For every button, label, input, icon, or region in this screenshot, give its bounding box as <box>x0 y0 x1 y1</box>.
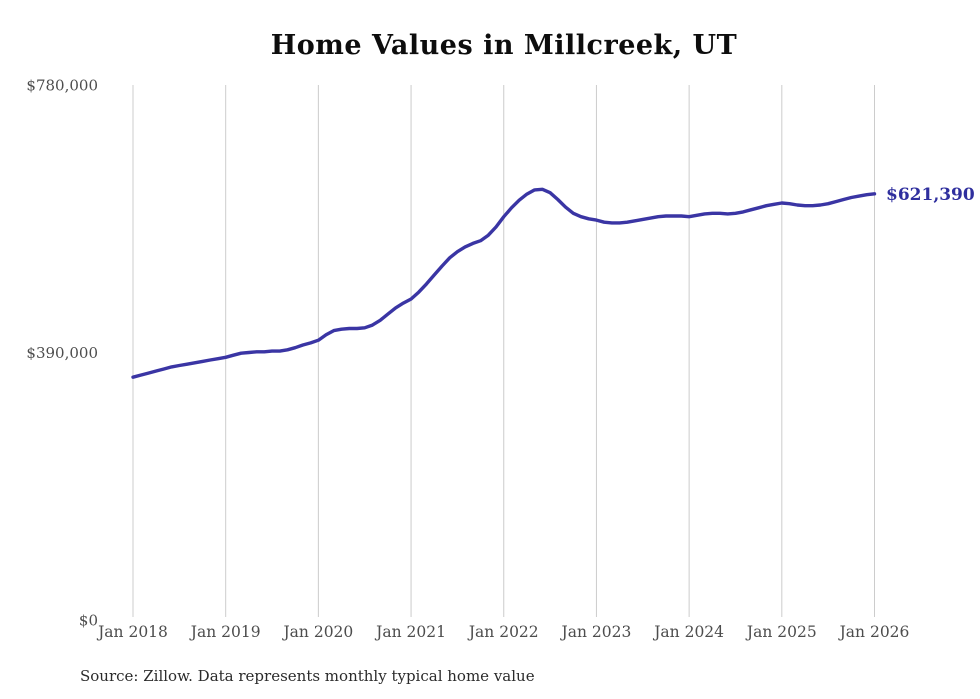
x-axis-tick-label: Jan 2021 <box>374 623 446 641</box>
chart-title: Home Values in Millcreek, UT <box>270 30 738 61</box>
y-axis-tick-label: $390,000 <box>26 344 98 362</box>
x-axis-tick-label: Jan 2018 <box>96 623 168 641</box>
x-axis-tick-label: Jan 2024 <box>652 623 724 641</box>
end-value-label: $621,390 <box>886 184 975 205</box>
x-axis-tick-label: Jan 2025 <box>745 623 817 641</box>
home-value-line <box>131 187 877 379</box>
source-note: Source: Zillow. Data represents monthly … <box>80 667 535 685</box>
y-axis-tick-label: $780,000 <box>26 76 98 94</box>
y-axis-tick-label: $0 <box>79 611 98 629</box>
x-axis-tick-label: Jan 2026 <box>838 623 910 641</box>
x-axis-tick-label: Jan 2019 <box>189 623 261 641</box>
x-axis-tick-label: Jan 2022 <box>467 623 539 641</box>
x-axis-tick-label: Jan 2023 <box>560 623 632 641</box>
x-axis-tick-label: Jan 2020 <box>281 623 353 641</box>
